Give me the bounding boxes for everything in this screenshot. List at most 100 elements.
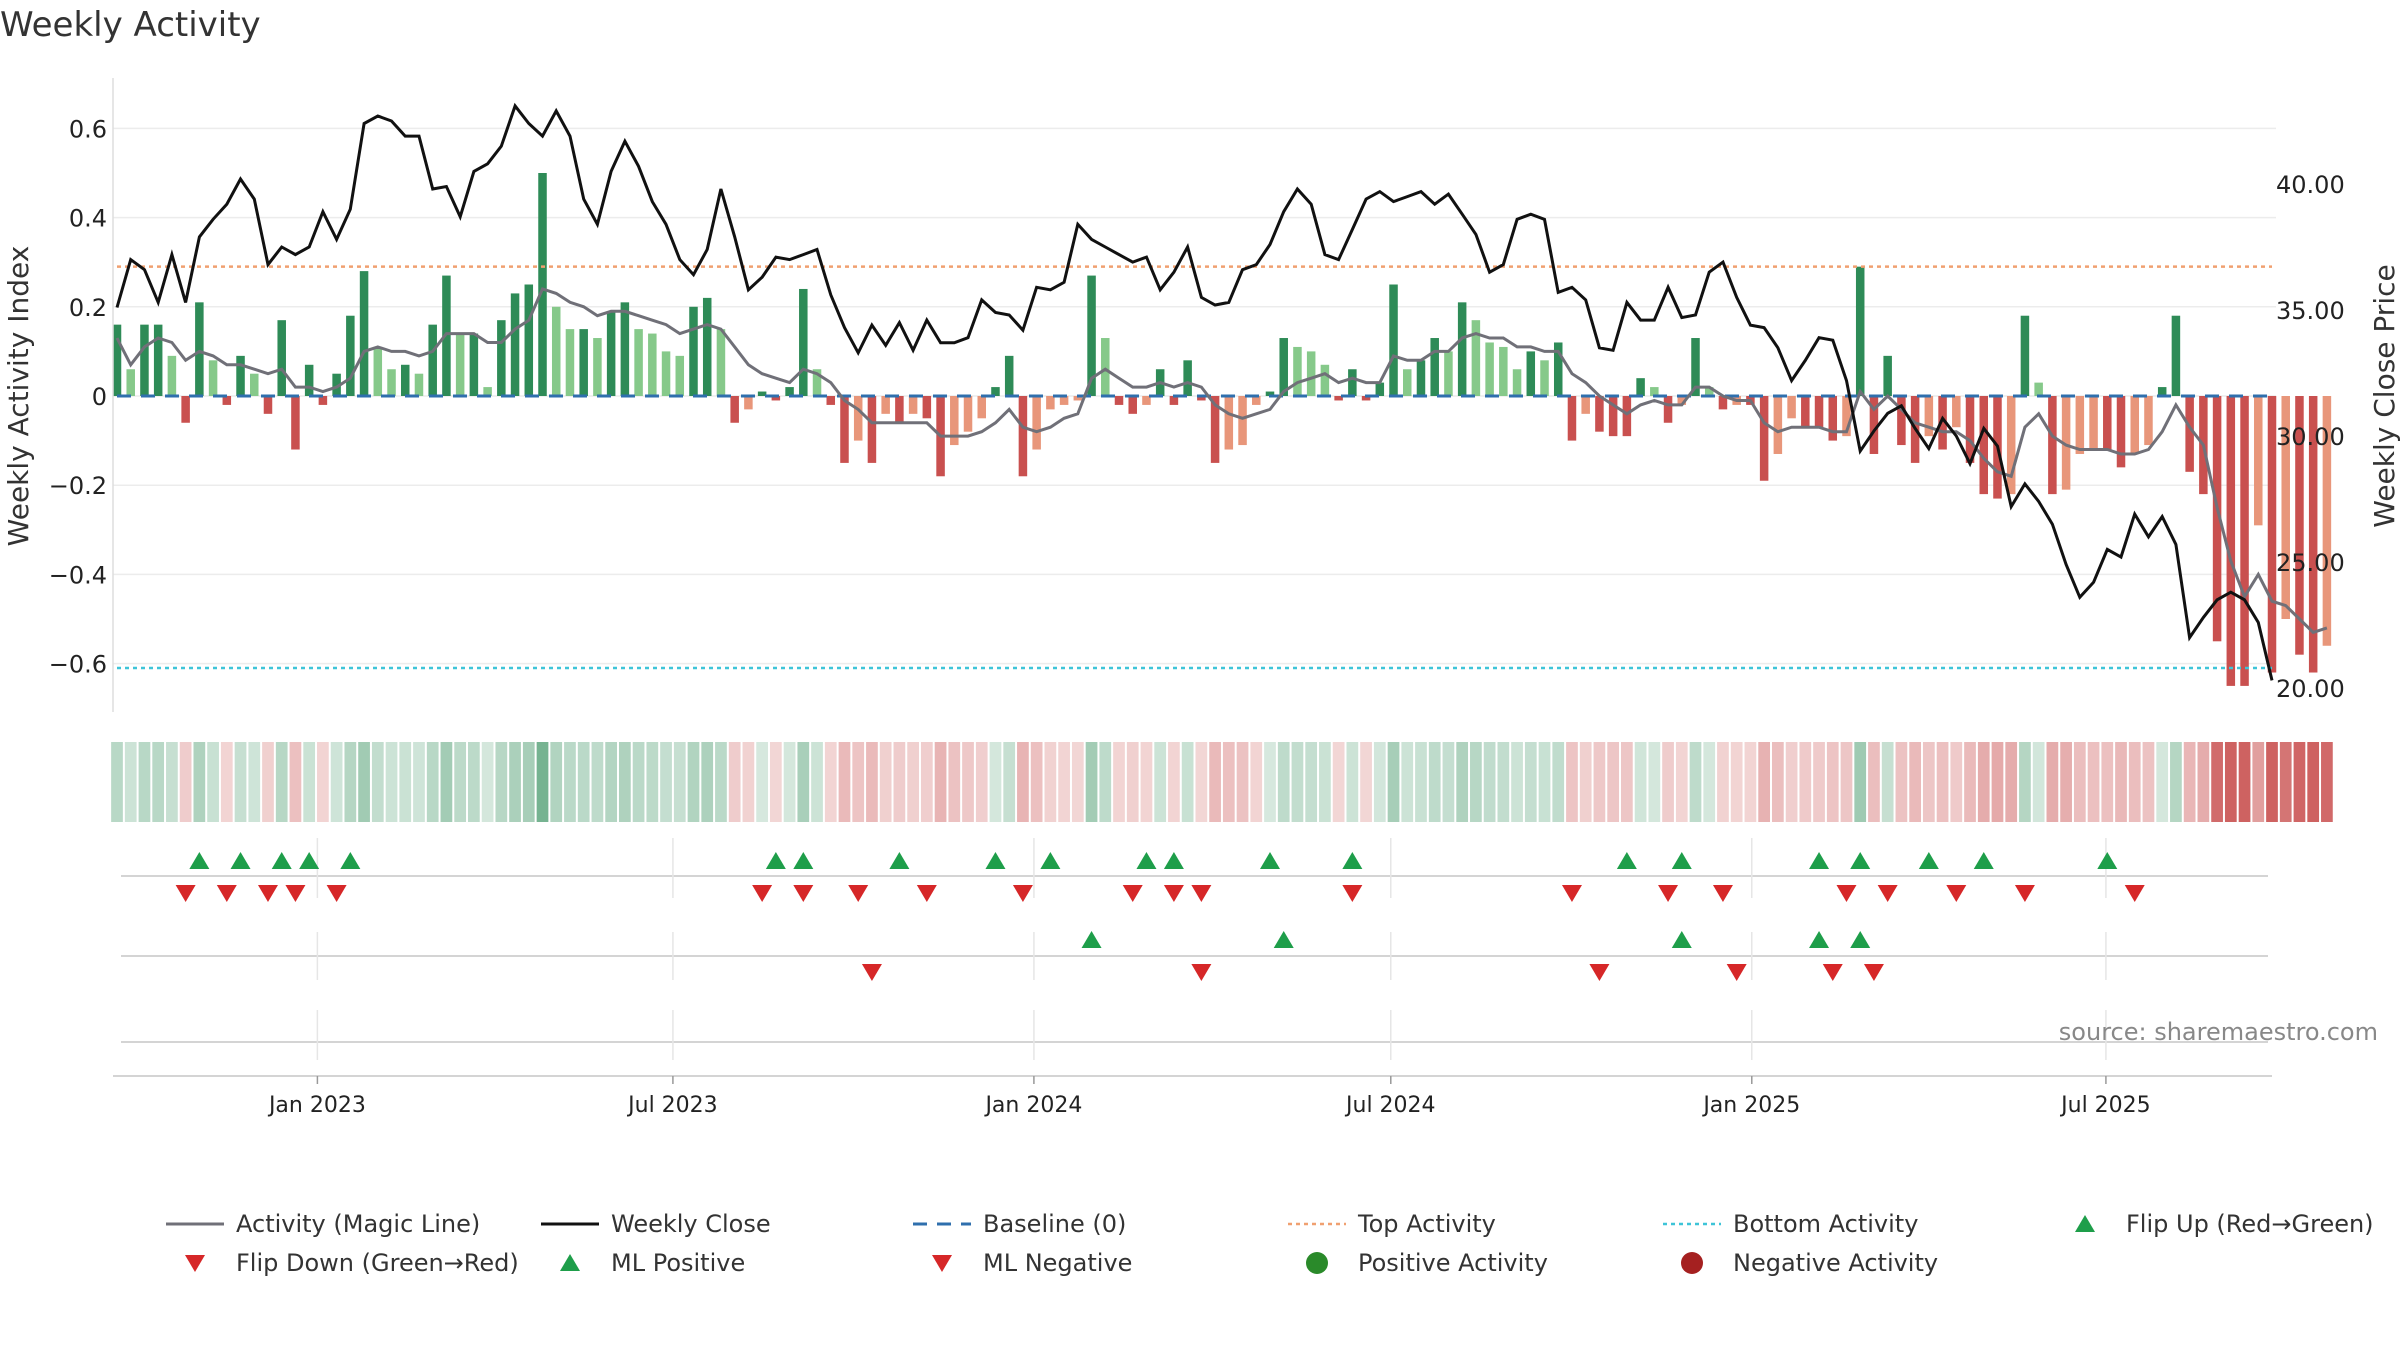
y-tick-label: 0	[92, 383, 107, 411]
legend-swatch-flip-up	[2075, 1215, 2095, 1232]
flip-down-marker	[1012, 885, 1033, 902]
heat-cell	[2019, 742, 2031, 822]
heat-cell	[1470, 742, 1482, 822]
activity-bar	[2171, 315, 2181, 396]
legend-swatch-negative-activity	[1681, 1252, 1703, 1274]
flip-up-marker	[1040, 852, 1061, 869]
activity-bar	[2240, 396, 2249, 686]
y2-axis-ticks: 40.00 35.00 30.00 25.00 20.00	[2276, 171, 2345, 703]
heat-cell	[1126, 742, 1139, 822]
heat-cell	[1524, 742, 1537, 822]
activity-bar	[812, 369, 822, 396]
activity-bar	[2130, 396, 2139, 454]
heat-cell	[152, 742, 165, 822]
heat-cell	[1291, 742, 1304, 822]
heat-cell	[2101, 742, 2114, 822]
heat-cell	[1936, 742, 1949, 822]
heat-cell	[1552, 742, 1565, 822]
activity-bar	[1265, 391, 1275, 396]
heat-cell	[248, 742, 261, 822]
magic-line-series	[115, 287, 2328, 635]
legend-label: Positive Activity	[1358, 1249, 1548, 1277]
activity-bar	[1389, 284, 1398, 396]
heat-cell	[1593, 742, 1606, 822]
activity-bar	[922, 396, 932, 419]
activity-bar	[387, 369, 396, 396]
flip-up-marker	[985, 852, 1006, 869]
activity-bar	[2075, 396, 2085, 454]
y2-tick-label: 35.00	[2276, 297, 2345, 325]
legend-swatch-ml-negative	[932, 1255, 952, 1272]
heat-cell	[1634, 742, 1647, 822]
flip-up-marker	[340, 852, 361, 869]
flip-down-marker	[916, 885, 937, 902]
flip-up-marker	[1671, 852, 1692, 869]
y-axis-ticks: 0.6 0.4 0.2 0 −0.2 −0.4 −0.6	[49, 115, 107, 678]
activity-bar	[469, 333, 479, 396]
heat-cell	[2252, 742, 2265, 822]
x-tick-label: Jan 2023	[267, 1093, 366, 1118]
activity-bar	[1087, 275, 1096, 396]
activity-bar	[1046, 396, 1055, 410]
activity-bar	[1306, 351, 1316, 396]
activity-bar	[1499, 346, 1508, 396]
heat-cell	[591, 742, 604, 822]
flip-down-marker	[285, 885, 306, 902]
activity-bar	[606, 311, 616, 396]
heat-cell	[454, 742, 467, 822]
heat-cell	[852, 742, 865, 822]
heat-cell	[1799, 742, 1812, 822]
activity-bar	[1348, 369, 1357, 396]
heat-cell	[1703, 742, 1716, 822]
activity-bar	[167, 355, 177, 396]
heat-cell	[632, 742, 645, 822]
activity-bar	[1238, 396, 1247, 446]
flip-down-marker	[1836, 885, 1857, 902]
signal-lanes	[113, 838, 2272, 1077]
main-panel: 0.6 0.4 0.2 0 −0.2 −0.4 −0.6 40.00 35.00 30.00 25…	[49, 78, 2345, 712]
heat-cell	[701, 742, 714, 822]
heat-cell	[1415, 742, 1427, 822]
activity-bar	[222, 396, 232, 405]
heat-cell	[1675, 742, 1688, 822]
heat-cell	[989, 742, 1002, 822]
activity-bar	[1375, 382, 1385, 396]
heat-cell	[1113, 742, 1125, 822]
heat-cell	[728, 742, 741, 822]
activity-bar	[963, 396, 973, 432]
heat-cell	[1319, 742, 1331, 822]
flip-down-marker	[175, 885, 196, 902]
activity-bar	[1320, 364, 1330, 396]
heat-cell	[1566, 742, 1578, 822]
legend-label: Flip Up (Red→Green)	[2126, 1210, 2374, 1238]
heat-cell	[1360, 742, 1372, 822]
activity-bar	[1430, 338, 1439, 396]
activity-bar	[2322, 396, 2332, 646]
legend-label: ML Positive	[611, 1249, 745, 1277]
heat-cell	[275, 742, 288, 822]
activity-bar	[2281, 396, 2290, 619]
heat-cell	[2032, 742, 2045, 822]
activity-bar	[1402, 369, 1412, 396]
heat-cell	[1744, 742, 1757, 822]
flip-up-marker	[271, 852, 292, 869]
flip-down-marker	[1712, 885, 1733, 902]
activity-bar	[1759, 396, 1769, 481]
ml-positive-marker	[1081, 931, 1102, 948]
activity-bar	[661, 351, 671, 396]
heat-cell	[1264, 742, 1276, 822]
heat-cell	[468, 742, 480, 822]
heat-cell	[1209, 742, 1221, 822]
activity-bar	[730, 396, 739, 423]
x-tick-label: Jul 2025	[2059, 1093, 2151, 1118]
ml-negative-marker	[861, 964, 882, 981]
activity-bar	[1718, 396, 1728, 410]
flip-up-marker	[2097, 852, 2118, 869]
activity-bar	[2267, 396, 2277, 673]
flip-up-marker	[889, 852, 910, 869]
y2-tick-label: 20.00	[2276, 675, 2345, 703]
heat-cell	[1607, 742, 1620, 822]
flip-down-marker	[257, 885, 278, 902]
heat-cell	[660, 742, 672, 822]
heat-cell	[1181, 742, 1194, 822]
